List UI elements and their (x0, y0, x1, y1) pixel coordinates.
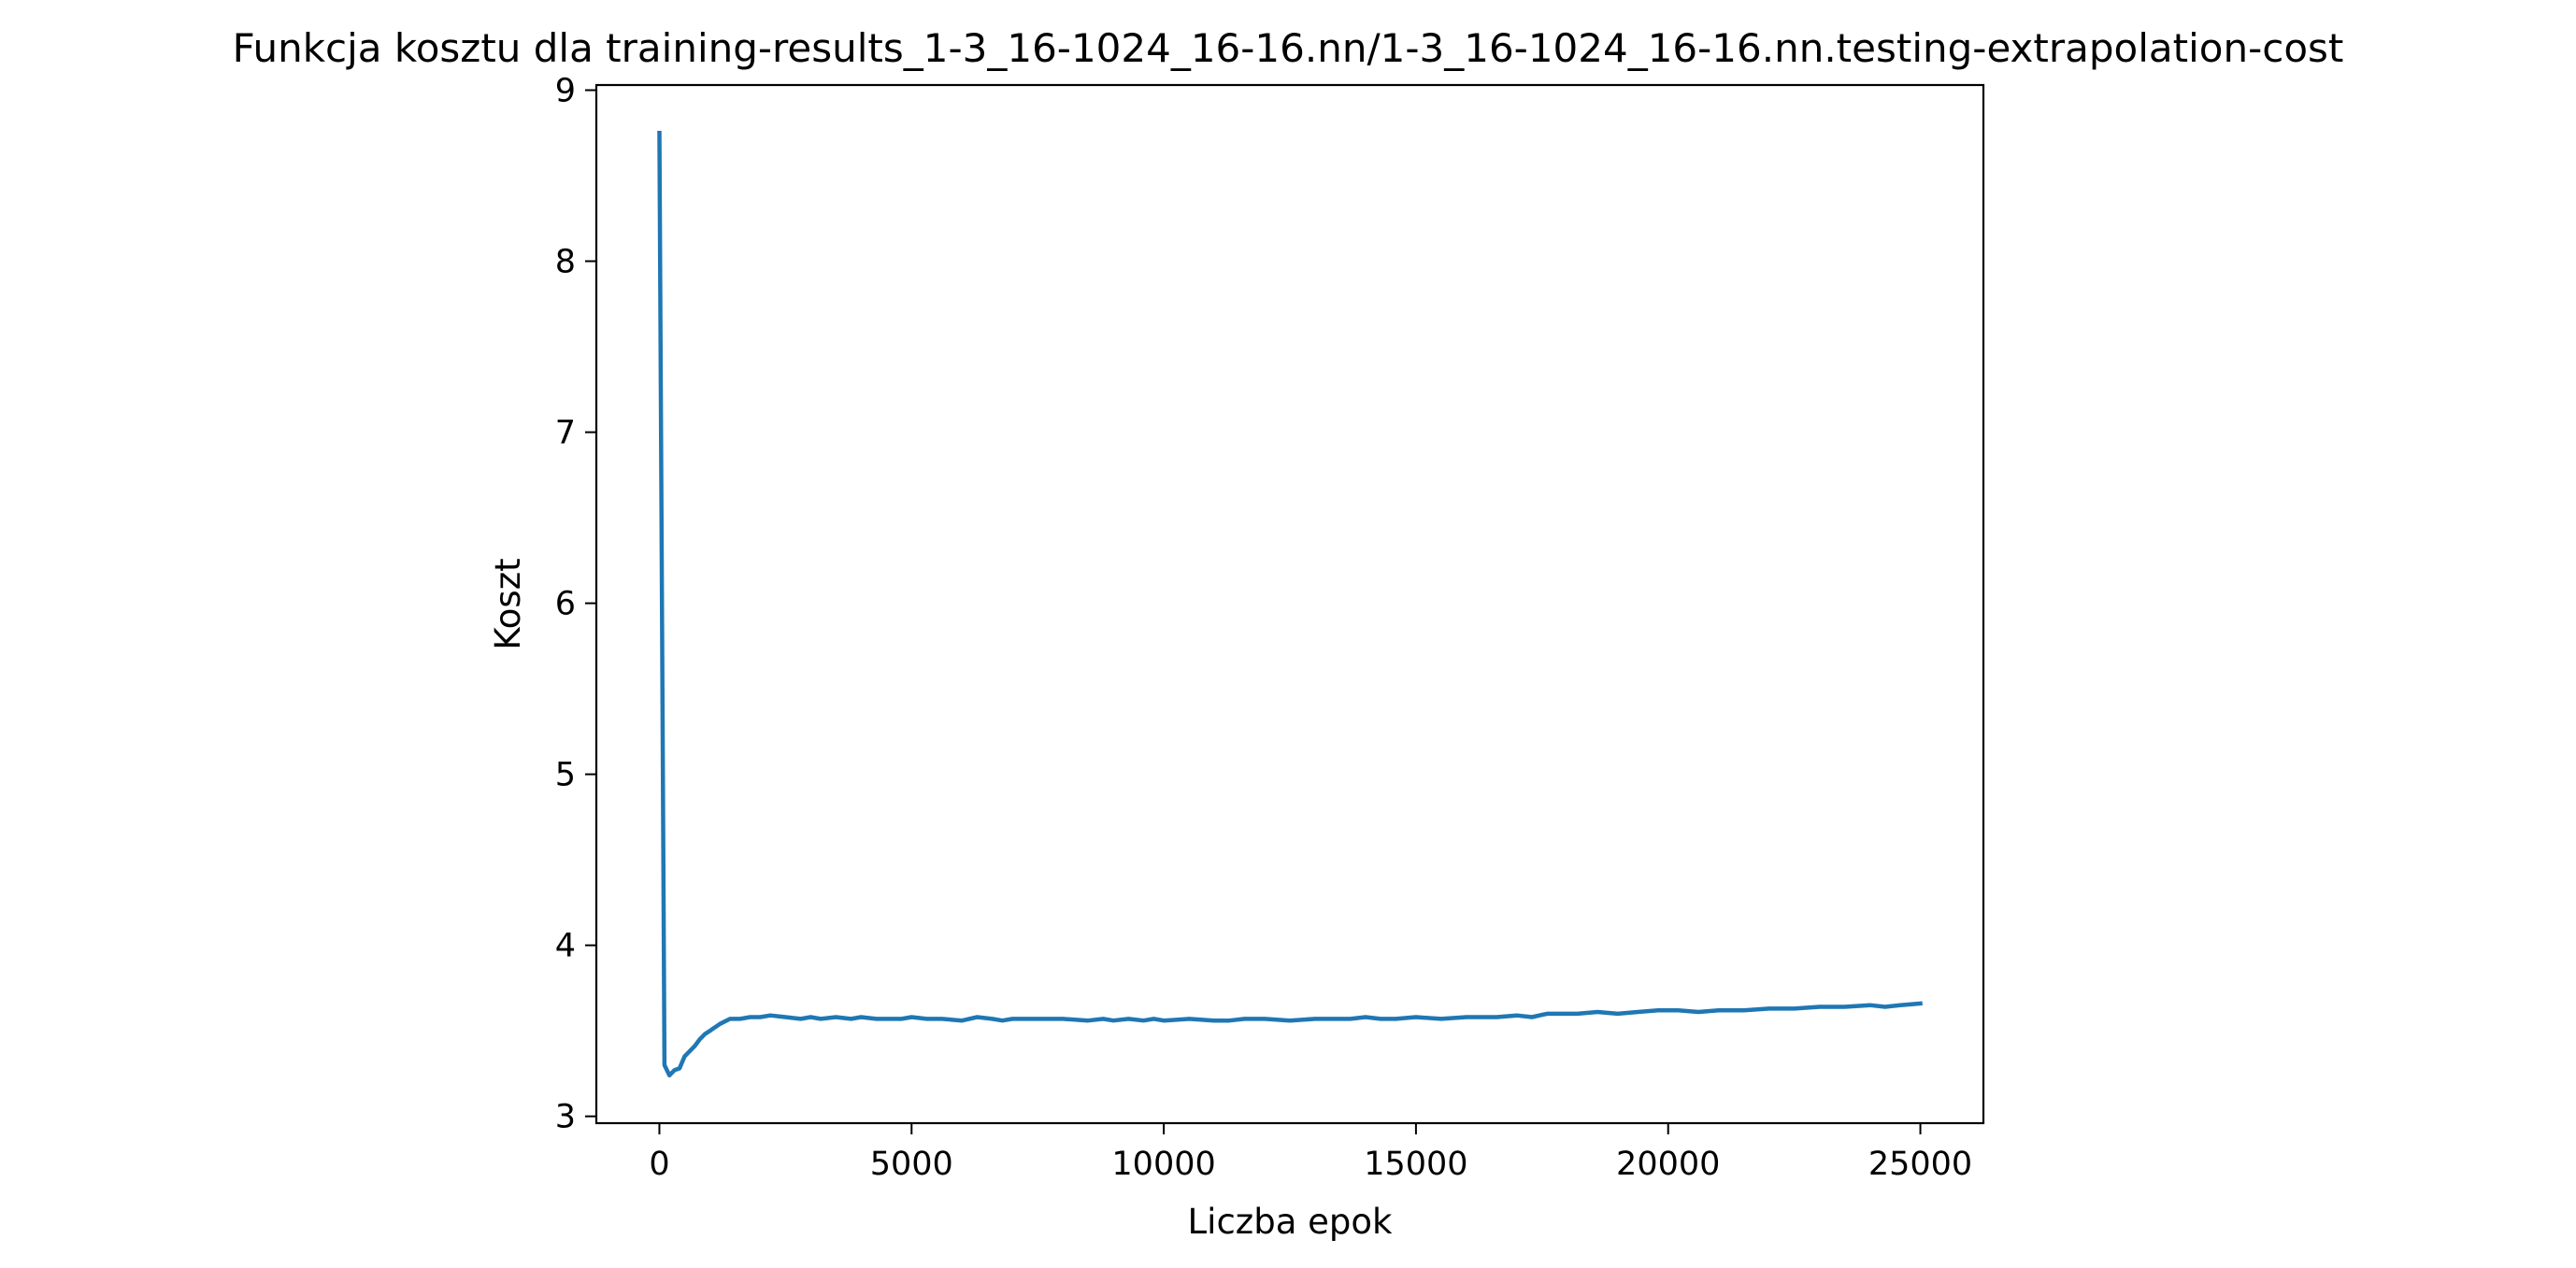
y-tick-label: 9 (555, 72, 576, 109)
x-tick-label: 25000 (1868, 1146, 1972, 1183)
x-tick-label: 15000 (1364, 1146, 1467, 1183)
x-tick-label: 5000 (870, 1146, 953, 1183)
plot-area (657, 130, 1923, 1078)
x-tick-label: 10000 (1111, 1146, 1215, 1183)
x-tick-label: 20000 (1616, 1146, 1720, 1183)
y-tick-label: 7 (555, 415, 576, 452)
x-axis-label: Liczba epok (1188, 1202, 1393, 1242)
chart-title: Funkcja kosztu dla training-results_1-3_… (233, 25, 2344, 71)
y-tick-label: 6 (555, 586, 576, 623)
y-axis-ticks: 3 4 5 6 7 8 9 (555, 72, 596, 1136)
plot-frame (594, 83, 1985, 1125)
y-axis-label: Koszt (488, 558, 528, 649)
x-axis-ticks: 0 5000 10000 15000 20000 25000 (649, 1123, 1972, 1183)
y-tick-label: 3 (555, 1099, 576, 1136)
x-tick-label: 0 (649, 1146, 669, 1183)
series-line (657, 130, 1923, 1078)
y-tick-label: 5 (555, 757, 576, 794)
y-tick-label: 4 (555, 928, 576, 965)
y-tick-label: 8 (555, 244, 576, 281)
